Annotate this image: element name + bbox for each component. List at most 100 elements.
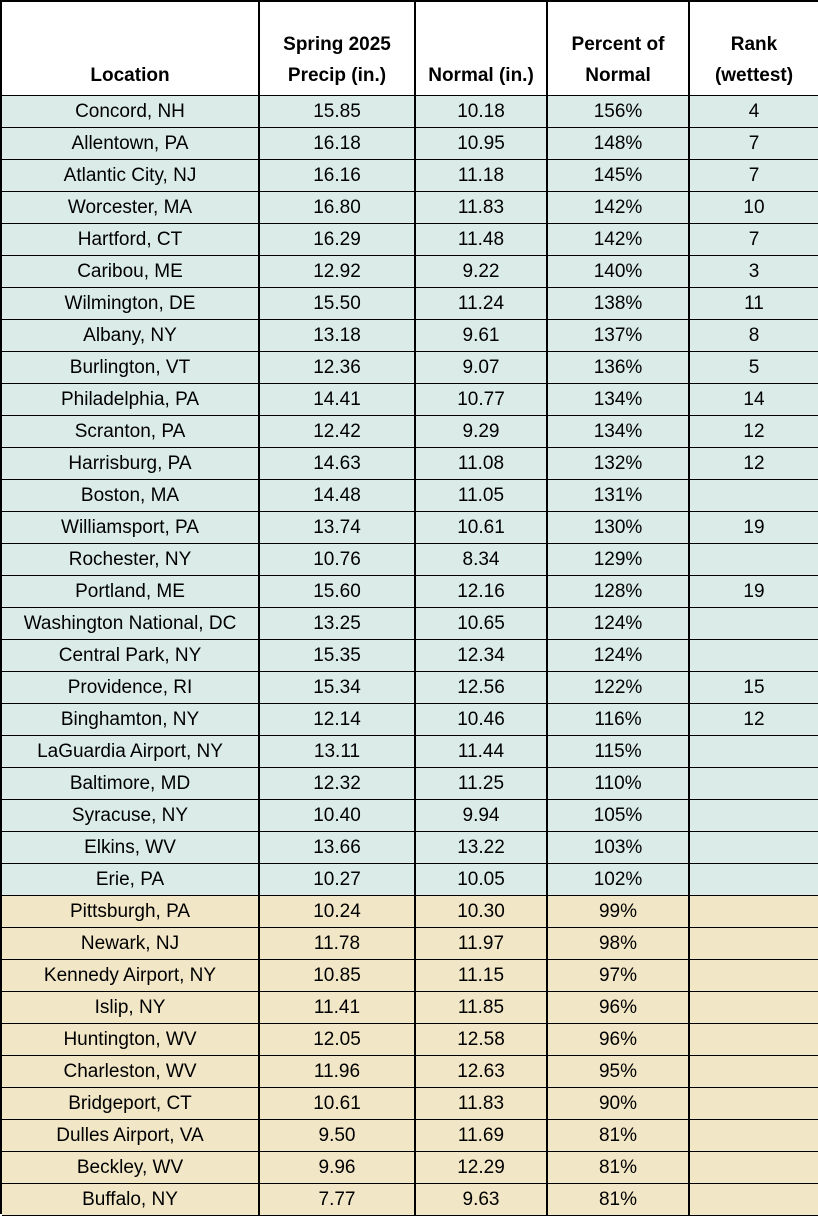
table-cell: 15.34: [260, 672, 416, 704]
table-cell: 81%: [548, 1120, 690, 1152]
table-cell: 81%: [548, 1184, 690, 1216]
cell-value: 11.69: [457, 1124, 505, 1146]
header-text: Location: [90, 65, 170, 86]
cell-value: 110%: [594, 772, 642, 794]
table-cell: 15.60: [260, 576, 416, 608]
cell-value: 10: [743, 196, 765, 218]
cell-value: 9.63: [462, 1188, 500, 1210]
cell-value: 15: [743, 676, 765, 698]
table-cell: 11.05: [416, 480, 548, 512]
table-cell: Caribou, ME: [2, 256, 260, 288]
cell-value: 13.74: [313, 516, 361, 538]
cell-value: 134%: [593, 420, 643, 442]
table-cell: [690, 832, 818, 864]
table-cell: 10.46: [416, 704, 548, 736]
header-text: Normal (in.): [428, 65, 534, 86]
location: Kennedy Airport, NY: [43, 964, 217, 986]
table-cell: 8.34: [416, 544, 548, 576]
cell-value: 10.61: [457, 516, 505, 538]
cell-value: 12.42: [313, 420, 361, 442]
table-cell: 10.30: [416, 896, 548, 928]
table-cell: 11.41: [260, 992, 416, 1024]
table-cell: 15.35: [260, 640, 416, 672]
cell-value: 98%: [598, 932, 638, 954]
cell-value: 11.41: [313, 996, 361, 1018]
table-cell: 81%: [548, 1152, 690, 1184]
cell-value: 11.25: [457, 772, 505, 794]
table-cell: 12: [690, 448, 818, 480]
cell-value: 10.61: [313, 1092, 361, 1114]
cell-value: 11.78: [313, 932, 361, 954]
table-cell: 13.11: [260, 736, 416, 768]
cell-value: 11.97: [457, 932, 505, 954]
table-cell: Pittsburgh, PA: [2, 896, 260, 928]
table-cell: Erie, PA: [2, 864, 260, 896]
table-cell: 10.61: [260, 1088, 416, 1120]
location: Philadelphia, PA: [60, 388, 200, 410]
cell-value: 95%: [598, 1060, 638, 1082]
table-cell: [690, 480, 818, 512]
table-cell: [690, 768, 818, 800]
table-cell: 12.05: [260, 1024, 416, 1056]
table-cell: 142%: [548, 224, 690, 256]
table-cell: 90%: [548, 1088, 690, 1120]
cell-value: 10.18: [457, 100, 505, 122]
table-cell: 7.77: [260, 1184, 416, 1216]
location: Syracuse, NY: [71, 804, 189, 826]
cell-value: 10.27: [313, 868, 361, 890]
table-cell: 4: [690, 96, 818, 128]
table-cell: 10.18: [416, 96, 548, 128]
header-cell: Percent of Normal: [548, 2, 690, 96]
cell-value: 12.14: [313, 708, 361, 730]
table-cell: Rochester, NY: [2, 544, 260, 576]
table-cell: 16.29: [260, 224, 416, 256]
cell-value: 16.29: [313, 228, 361, 250]
table-cell: 11.24: [416, 288, 548, 320]
cell-value: 11.83: [457, 1092, 505, 1114]
cell-value: 10.40: [313, 804, 361, 826]
table-cell: 15: [690, 672, 818, 704]
table-cell: 12: [690, 704, 818, 736]
table-cell: 10.65: [416, 608, 548, 640]
table-cell: [690, 1088, 818, 1120]
table-cell: 128%: [548, 576, 690, 608]
table-cell: Islip, NY: [2, 992, 260, 1024]
table-cell: 115%: [548, 736, 690, 768]
table-cell: 19: [690, 576, 818, 608]
cell-value: 10.46: [457, 708, 505, 730]
table-cell: 96%: [548, 992, 690, 1024]
header-cell: Spring 2025 Precip (in.): [260, 2, 416, 96]
table-cell: 124%: [548, 608, 690, 640]
cell-value: 124%: [593, 612, 643, 634]
table-cell: 12.42: [260, 416, 416, 448]
table-cell: 7: [690, 160, 818, 192]
table-cell: 12.14: [260, 704, 416, 736]
cell-value: 19: [743, 580, 765, 602]
table-cell: 140%: [548, 256, 690, 288]
location: Pittsburgh, PA: [69, 900, 191, 922]
cell-value: 11: [744, 292, 764, 314]
table-cell: Charleston, WV: [2, 1056, 260, 1088]
cell-value: 10.24: [313, 900, 361, 922]
location: Baltimore, MD: [69, 772, 191, 794]
cell-value: 12.16: [457, 580, 505, 602]
table-cell: 16.80: [260, 192, 416, 224]
cell-value: 15.34: [313, 676, 361, 698]
table-cell: Baltimore, MD: [2, 768, 260, 800]
table-cell: 12.32: [260, 768, 416, 800]
table-cell: [690, 1120, 818, 1152]
cell-value: 7: [748, 132, 760, 154]
location: Burlington, VT: [69, 356, 191, 378]
table-cell: 9.94: [416, 800, 548, 832]
cell-value: 81%: [598, 1124, 638, 1146]
table-cell: 11.69: [416, 1120, 548, 1152]
cell-value: 14.41: [313, 388, 361, 410]
table-cell: 13.25: [260, 608, 416, 640]
table-cell: Kennedy Airport, NY: [2, 960, 260, 992]
cell-value: 10.65: [457, 612, 505, 634]
header-cell: Normal (in.): [416, 2, 548, 96]
table-cell: Allentown, PA: [2, 128, 260, 160]
location: Atlantic City, NJ: [63, 164, 197, 186]
cell-value: 14.63: [313, 452, 361, 474]
table-cell: Worcester, MA: [2, 192, 260, 224]
